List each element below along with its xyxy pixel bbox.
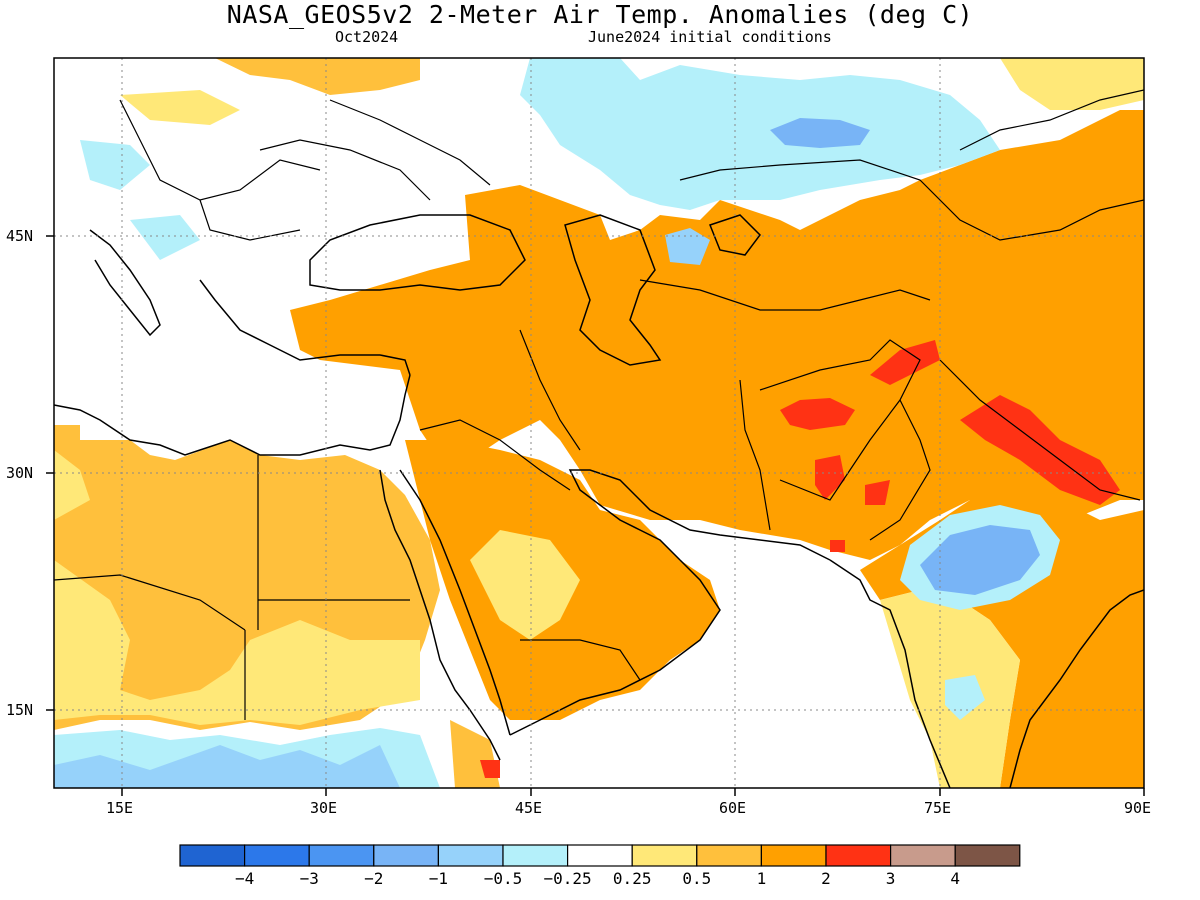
aral-sea-coast [709,214,761,256]
red-sea-east-coast [399,469,511,736]
india-east-coast [1009,589,1145,789]
arabia-light-core [470,530,580,640]
border-saudi-north [419,419,571,491]
indus-hot-spot [865,480,890,505]
sahel-light-band [54,560,420,725]
caspian-sea-coast [564,214,662,366]
horn-hot-spot [480,760,500,778]
legend-label: −3 [300,869,319,888]
legend-swatch [502,844,569,867]
legend-swatch [566,844,633,867]
legend-label: 4 [950,869,960,888]
legend-swatch [889,844,956,867]
legend-label: 1 [757,869,767,888]
russia-cool-region [520,58,1000,210]
india-west-coast [829,559,951,789]
border-china-nepal [939,359,1141,501]
lat-label: 30N [6,464,34,482]
legend-label: 0.25 [613,869,652,888]
legend-swatch [179,844,246,867]
persian-gulf-coast [568,469,831,561]
border-west-africa [53,574,246,631]
black-sea-coast [309,214,526,291]
lat-label: 15N [6,701,34,719]
legend-label: −0.25 [544,869,592,888]
anomaly-shading [54,58,1144,788]
map-title: NASA_GEOS5v2 2-Meter Air Temp. Anomalies… [226,0,974,29]
legend-swatch [373,844,439,867]
legend-swatch [825,844,892,867]
lon-label: 75E [924,799,952,817]
border-china-mongolia [959,89,1145,151]
legend-label: −0.5 [484,869,523,888]
central-india-cool-core [920,525,1040,595]
legend-swatch [631,844,698,867]
border-afghanistan-pakistan [759,339,921,501]
italy-coast [89,229,161,337]
legend-label: −1 [429,869,448,888]
legend-label: −2 [364,869,383,888]
legend-label: 2 [821,869,831,888]
lon-label: 15E [106,799,134,817]
legend-label: 3 [886,869,896,888]
europe-warm-band [215,58,420,95]
legend-label: 0.5 [682,869,711,888]
color-legend: −4 −3 −2 −1 −0.5 −0.25 0.25 0.5 1 2 3 4 [179,844,1021,888]
north-africa-light-patch [54,450,90,520]
lon-label: 30E [310,799,338,817]
lat-label: 45N [6,227,34,245]
border-iran-afghanistan [739,379,771,531]
border-russia-europe [329,99,491,186]
arabia-south-coast [509,559,721,736]
south-india-cool-patch [945,675,985,720]
kashmir-hot-spot [870,340,940,385]
national-borders [53,89,1145,720]
legend-swatch [954,844,1021,867]
border-europe-b [199,199,301,241]
lon-label: 45E [515,799,543,817]
coastlines [53,214,1145,789]
lon-label: 60E [719,799,747,817]
legend-swatch [308,844,375,867]
central-asia-light-patch [1000,58,1144,110]
red-sea-west-coast [379,469,501,761]
balkan-cool-patch [130,215,200,260]
lon-label: 90E [1124,799,1152,817]
mediterranean-south-coast [53,374,411,456]
border-iran-iraq [519,329,581,451]
levant-turkey-coast [199,279,411,376]
east-europe-light-patch [120,90,240,125]
border-india-pakistan [869,399,931,541]
legend-swatch [696,844,762,867]
map-frame [53,57,1145,789]
himalaya-hot-spot [960,395,1120,505]
border-ukraine [259,139,431,201]
middle-east-warm-region [290,110,1144,560]
caspian-cool-spot [665,228,710,265]
border-kazakhstan [679,159,1145,241]
russia-cool-core [770,118,870,148]
pakistan-border-spot [830,540,845,552]
legend-swatch [244,844,310,867]
legend-swatch [760,844,827,867]
pakistan-hot-spot [815,455,845,500]
axis-ticks [46,235,1145,796]
initial-conditions: June2024 initial conditions [588,28,832,46]
forecast-month: Oct2024 [335,28,399,46]
border-central-asia [639,279,931,311]
europe-cool-patch [80,140,150,190]
border-saudi-yemen [520,639,641,681]
graticule [54,58,1144,788]
afghanistan-hot-spot [780,398,855,430]
legend-swatch [437,844,504,867]
east-africa-blue-core [54,745,400,788]
legend-label: −4 [235,869,254,888]
